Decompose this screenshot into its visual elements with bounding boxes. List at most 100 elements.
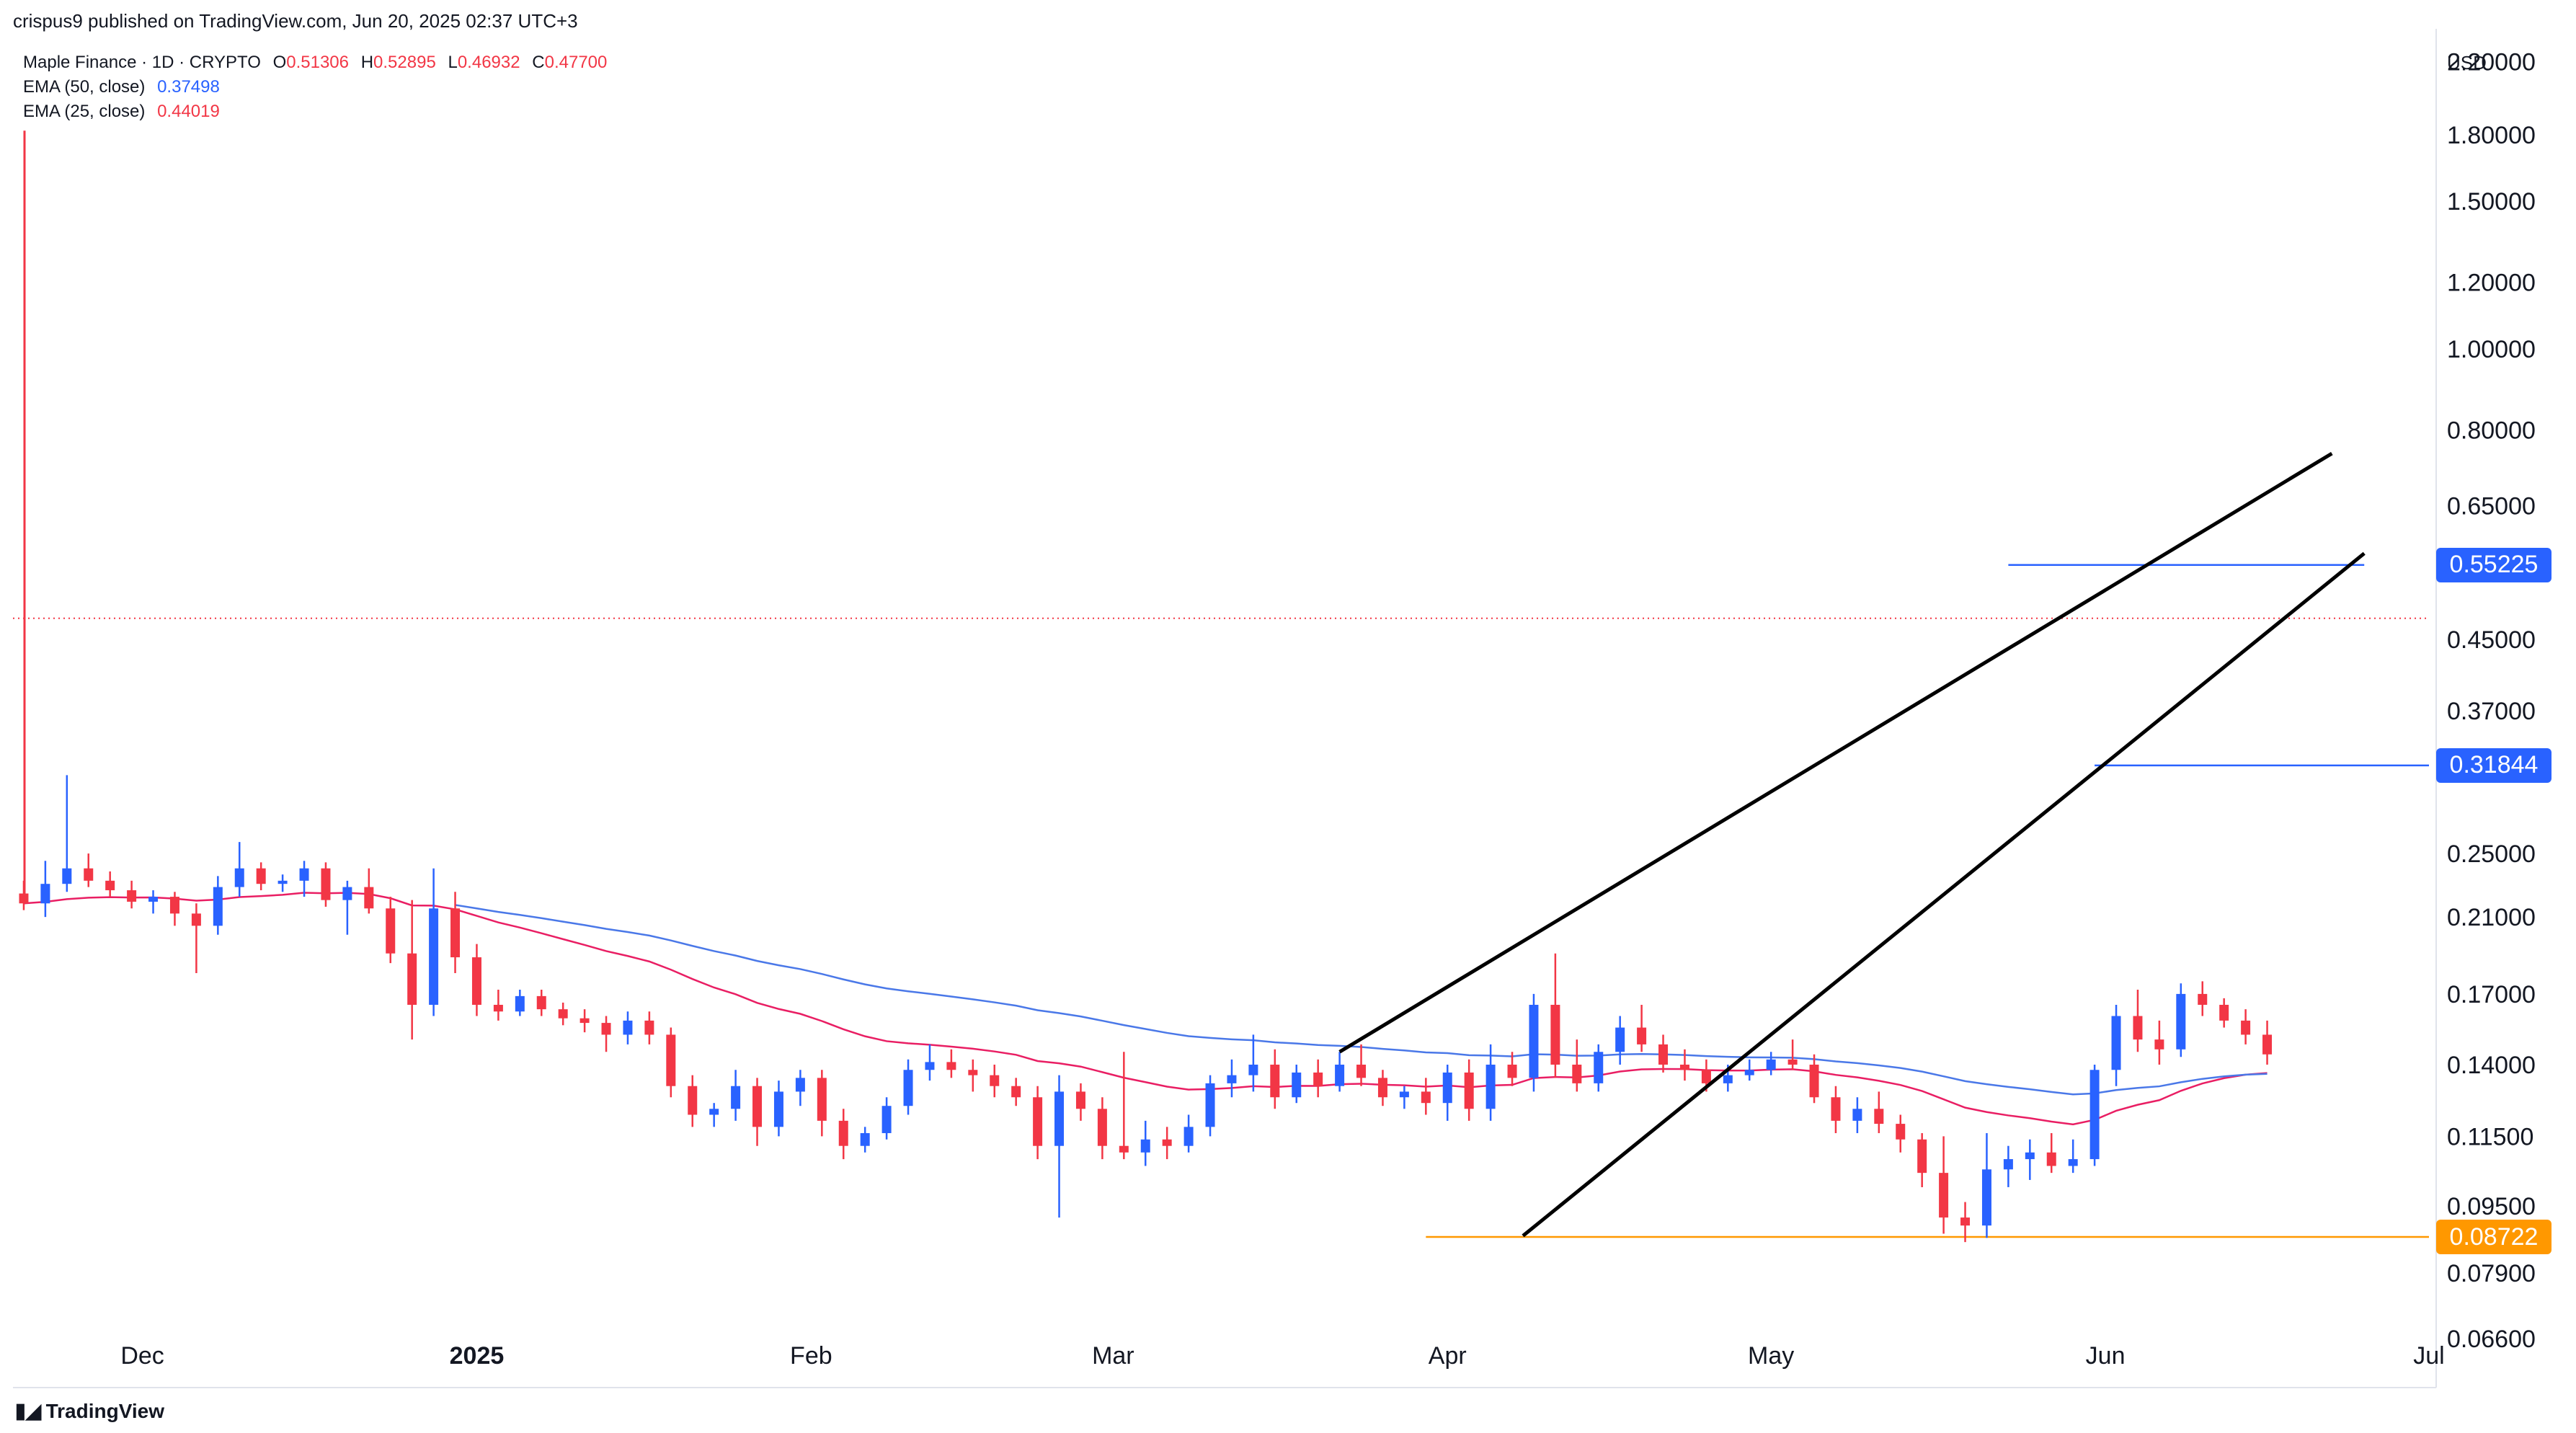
candle-body	[688, 1086, 698, 1115]
y-tick-label: 2.20000	[2447, 48, 2536, 76]
candle	[407, 900, 417, 1040]
candle-body	[623, 1020, 633, 1035]
candle-body	[536, 995, 546, 1010]
y-tick-label: 1.50000	[2447, 188, 2536, 216]
candle	[342, 880, 352, 935]
candle-body	[1162, 1139, 1172, 1146]
candle-body	[946, 1062, 956, 1070]
tradingview-logo-icon: ▮◢	[14, 1399, 42, 1423]
candle-body	[1615, 1027, 1625, 1052]
candle	[731, 1070, 741, 1121]
candle	[191, 903, 201, 974]
trendline-channel-upper	[1338, 451, 2333, 1054]
candle-body	[450, 908, 461, 958]
ema-25-line	[23, 892, 2268, 1126]
candle-body	[903, 1070, 913, 1106]
candle-body	[1292, 1072, 1302, 1098]
candle	[1335, 1052, 1345, 1092]
candle	[1637, 1004, 1647, 1052]
y-tick-label: 1.00000	[2447, 336, 2536, 363]
y-tick-label: 0.45000	[2447, 626, 2536, 654]
candle	[1033, 1086, 1043, 1160]
candle-body	[601, 1023, 611, 1035]
candle-body	[1054, 1091, 1065, 1146]
candle-body	[1075, 1091, 1085, 1109]
candle-body	[213, 887, 223, 926]
candle	[1399, 1086, 1409, 1109]
brand-text: TradingView	[45, 1399, 165, 1422]
candle	[536, 989, 546, 1016]
candle	[277, 874, 288, 892]
currency-label: USD	[2447, 52, 2487, 74]
price-label-low: 0.08722	[2436, 1220, 2551, 1255]
candle-body	[1679, 1064, 1689, 1070]
candle-body	[364, 887, 374, 909]
candle	[1313, 1059, 1323, 1098]
candle	[234, 842, 244, 897]
candle-body	[1248, 1064, 1258, 1075]
candle	[213, 876, 223, 935]
candle	[925, 1044, 935, 1081]
candle	[84, 853, 94, 887]
candle-body	[169, 897, 179, 914]
candle	[386, 897, 396, 964]
legend-o-label: O	[272, 53, 287, 72]
candle-body	[1507, 1064, 1517, 1078]
y-tick-label: 0.21000	[2447, 904, 2536, 931]
candle	[2198, 981, 2208, 1016]
candle	[2133, 989, 2143, 1052]
candle	[1831, 1086, 1841, 1133]
candle	[795, 1070, 805, 1106]
y-tick-label: 0.25000	[2447, 840, 2536, 868]
legend-ema50-value: 0.37498	[157, 77, 220, 97]
candle	[1097, 1097, 1107, 1160]
candle	[2219, 998, 2229, 1028]
candle-body	[1377, 1078, 1387, 1098]
candle	[881, 1097, 892, 1140]
candle	[1205, 1075, 1215, 1137]
candle	[558, 1002, 568, 1026]
candle	[1917, 1132, 1927, 1187]
candle	[2025, 1139, 2035, 1180]
candle-body	[191, 913, 201, 926]
candle-body	[256, 868, 266, 884]
candle	[1356, 1044, 1367, 1086]
candle-body	[644, 1020, 654, 1035]
candle	[623, 1011, 633, 1044]
legend-l-label: L	[448, 53, 458, 72]
candle	[1075, 1083, 1085, 1121]
candle	[1981, 1132, 1991, 1238]
candle	[40, 861, 50, 918]
x-tick-label: Jul	[2413, 1342, 2444, 1370]
x-tick-label: May	[1748, 1342, 1794, 1370]
candle-body	[731, 1086, 741, 1109]
candle	[2154, 1020, 2164, 1065]
y-tick-label: 1.80000	[2447, 122, 2536, 149]
y-tick-label: 0.65000	[2447, 492, 2536, 520]
candle-body	[84, 868, 94, 881]
candle-body	[19, 893, 29, 904]
y-tick-label: 0.14000	[2447, 1052, 2536, 1079]
candle	[127, 880, 137, 909]
candle-body	[1701, 1070, 1711, 1083]
candle-body	[795, 1078, 805, 1092]
candle-body	[1119, 1145, 1129, 1153]
y-tick-label: 0.11500	[2447, 1123, 2533, 1150]
candle-body	[1572, 1064, 1582, 1083]
candle-body	[2003, 1159, 2013, 1170]
candle	[1594, 1044, 1604, 1092]
legend-ema25-value: 0.44019	[157, 102, 220, 121]
candle-body	[1939, 1173, 1949, 1218]
candle	[1787, 1039, 1798, 1070]
candle-body	[2133, 1016, 2143, 1040]
candle-body	[838, 1120, 848, 1146]
candle	[946, 1049, 956, 1078]
candle	[1162, 1127, 1172, 1160]
x-tick-label: Mar	[1092, 1342, 1134, 1370]
trendline-channel-lower	[1522, 551, 2366, 1238]
y-tick-label: 0.06600	[2447, 1326, 2536, 1353]
price-label-resistance: 0.55225	[2436, 547, 2551, 582]
candle-body	[860, 1132, 870, 1146]
price-label-support: 0.31844	[2436, 747, 2551, 783]
